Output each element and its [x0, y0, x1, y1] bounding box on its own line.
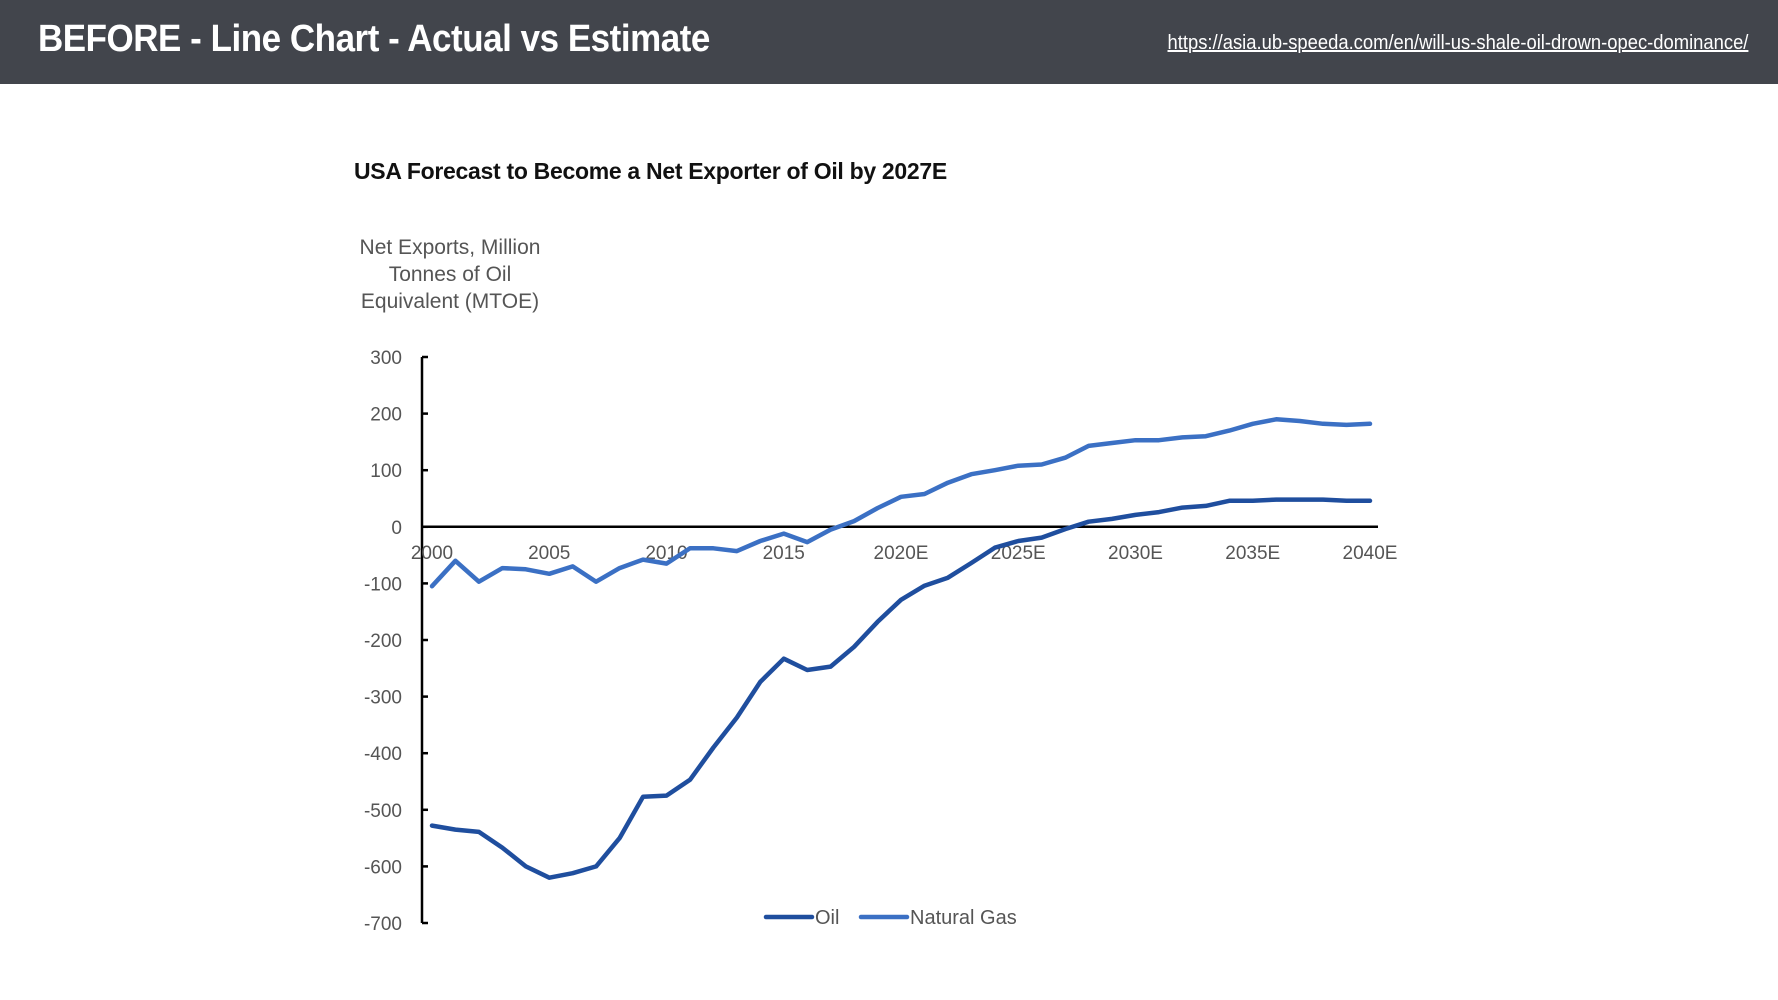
- series-line-oil: [429, 497, 1373, 880]
- legend-label-oil: Oil: [815, 907, 839, 929]
- y-tick-label: 100: [370, 461, 402, 482]
- y-tick-label: -500: [364, 801, 402, 822]
- x-tick-label: 2040E: [1343, 543, 1398, 564]
- x-tick-label: 2005: [528, 543, 570, 564]
- source-link[interactable]: https://asia.ub-speeda.com/en/will-us-sh…: [1167, 32, 1748, 54]
- y-tick-label: 200: [370, 405, 402, 426]
- y-axis-title: Net Exports, Million Tonnes of Oil Equiv…: [359, 236, 541, 313]
- y-tick-label: 0: [391, 518, 402, 539]
- y-tick-label: -200: [364, 631, 402, 652]
- x-tick-label: 2000: [411, 543, 453, 564]
- x-tick-label: 2030E: [1108, 543, 1163, 564]
- x-tick-label: 2025E: [991, 543, 1046, 564]
- y-tick-label: -300: [364, 688, 402, 709]
- x-tick-label: 2015: [763, 543, 805, 564]
- y-tick-label: 300: [370, 348, 402, 369]
- series-line-natural-gas: [429, 417, 1373, 589]
- page-title: BEFORE - Line Chart - Actual vs Estimate: [38, 18, 710, 60]
- y-tick-label: -400: [364, 744, 402, 765]
- header-bar: BEFORE - Line Chart - Actual vs Estimate…: [0, 0, 1778, 84]
- x-tick-label: 2035E: [1225, 543, 1280, 564]
- x-tick-label: 2020E: [874, 543, 929, 564]
- y-tick-label: -600: [364, 857, 402, 878]
- y-tick-label: -100: [364, 574, 402, 595]
- y-tick-label: -700: [364, 914, 402, 935]
- chart-title: USA Forecast to Become a Net Exporter of…: [354, 158, 947, 184]
- legend-label-natural-gas: Natural Gas: [910, 907, 1017, 929]
